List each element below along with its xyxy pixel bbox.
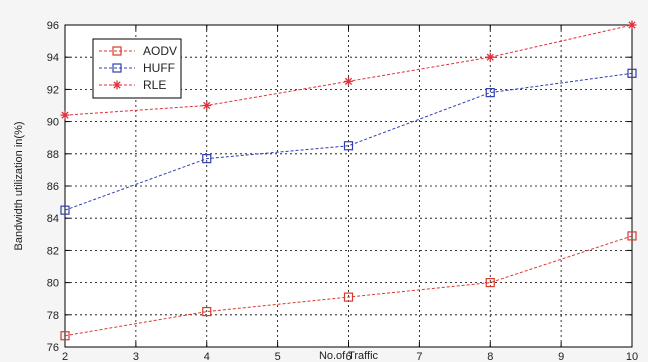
x-tick-label: 9 [558, 351, 564, 362]
series-line-huff [64, 72, 633, 211]
x-tick-label: 3 [133, 351, 139, 362]
series-rle [60, 20, 637, 120]
data-point-rle [485, 52, 495, 62]
series-huff [60, 68, 637, 215]
y-tick-label: 86 [47, 181, 59, 193]
legend-label: HUFF [143, 61, 175, 75]
x-tick-label: 7 [416, 351, 422, 362]
data-point-huff [202, 154, 212, 164]
legend-item-aodv: AODV [99, 44, 177, 58]
data-point-aodv [343, 292, 354, 302]
x-tick-label: 4 [204, 351, 210, 362]
data-point-huff [485, 88, 495, 98]
y-tick-label: 80 [47, 278, 59, 290]
legend-item-rle: RLE [99, 78, 166, 92]
legend-label: RLE [143, 78, 166, 92]
y-tick-label: 92 [47, 84, 59, 96]
y-tick-label: 82 [47, 245, 59, 257]
y-axis: 76 78 80 82 84 86 88 90 92 94 96 [47, 20, 632, 354]
y-tick-label: 90 [47, 117, 59, 129]
series-aodv [60, 231, 637, 341]
x-tick-label: 5 [275, 351, 281, 362]
legend: AODV HUFF RLE [92, 38, 182, 99]
x-tick-label: 10 [626, 351, 638, 362]
data-point-rle [627, 20, 637, 30]
series-group [60, 20, 637, 341]
x-tick-label: 2 [62, 351, 68, 362]
y-tick-label: 96 [47, 20, 59, 32]
x-axis: 2 3 4 5 6 7 8 9 10 [62, 25, 638, 362]
y-axis-label: Bandwidth utilization in(%) [13, 121, 25, 250]
data-point-aodv [60, 331, 70, 341]
y-tick-label: 84 [47, 213, 59, 225]
data-point-huff [343, 141, 354, 151]
data-point-rle [202, 101, 212, 110]
legend-label: AODV [143, 44, 177, 58]
legend-marker [112, 63, 122, 73]
data-point-huff [60, 205, 70, 215]
data-point-rle [60, 110, 70, 120]
legend-marker [112, 46, 122, 56]
y-tick-label: 88 [47, 149, 59, 161]
data-point-aodv [202, 306, 212, 317]
data-point-rle [344, 76, 353, 86]
series-line-aodv [64, 235, 633, 337]
legend-box [92, 38, 182, 99]
x-axis-label: No.of Traffic [319, 350, 379, 362]
grid [65, 25, 632, 347]
y-tick-label: 94 [47, 52, 59, 64]
data-point-huff [627, 68, 637, 78]
data-point-aodv [485, 278, 495, 288]
data-point-aodv [627, 231, 637, 241]
legend-marker [112, 80, 122, 90]
x-tick-label: 8 [487, 351, 493, 362]
legend-item-huff: HUFF [99, 61, 175, 75]
y-tick-label: 76 [47, 342, 59, 354]
y-tick-label: 78 [47, 310, 59, 322]
x-tick-label: 6 [345, 351, 351, 362]
